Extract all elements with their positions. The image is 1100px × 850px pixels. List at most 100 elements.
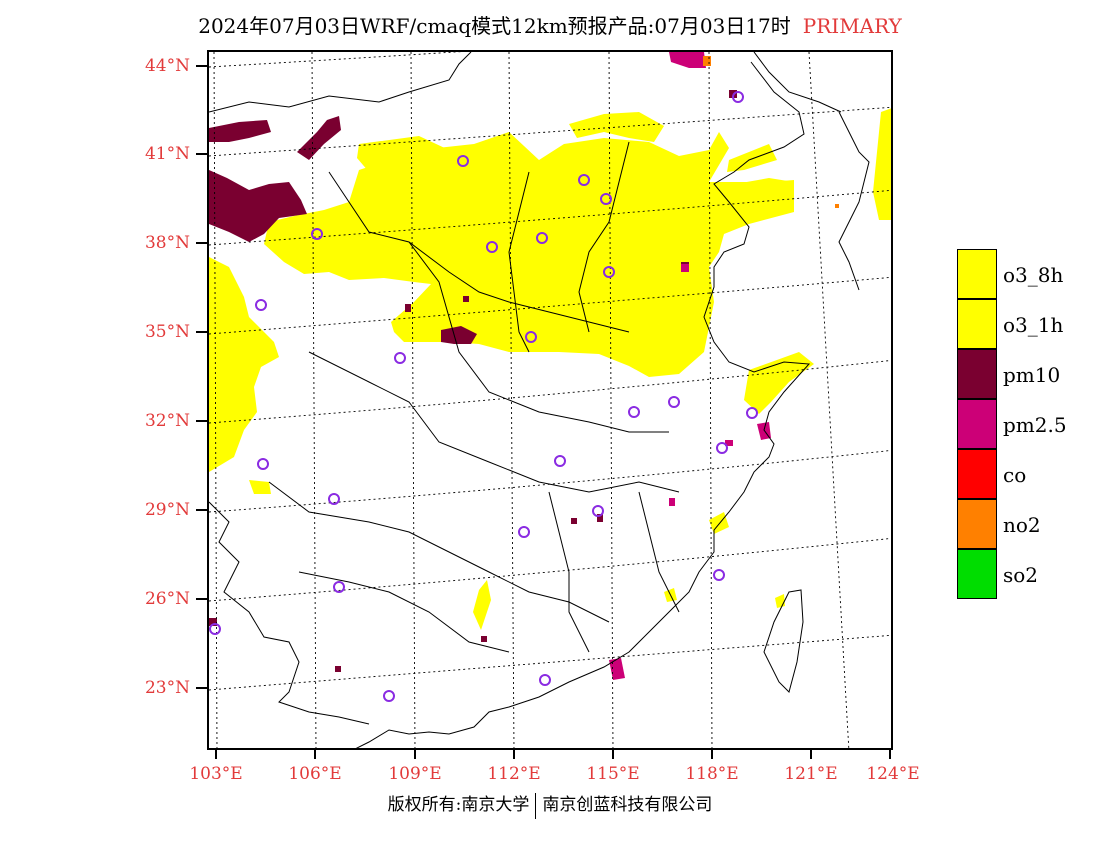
coastline [355, 61, 811, 748]
station-markers [209, 91, 758, 702]
pm10-dot [405, 304, 411, 312]
graticule [209, 52, 891, 748]
station-marker [486, 241, 498, 253]
station-marker [603, 266, 615, 278]
lon-tick [513, 750, 515, 759]
station-marker [732, 91, 744, 103]
pm10-dot [463, 296, 469, 302]
station-marker [394, 352, 406, 364]
station-marker [536, 232, 548, 244]
lon-label-112: 112°E [487, 764, 541, 784]
province-lines-3 [308, 351, 680, 493]
pm10-dot [335, 666, 341, 672]
national-border-west [209, 501, 370, 725]
legend-swatch [957, 299, 997, 349]
lat-tick [196, 509, 207, 511]
station-marker [592, 505, 604, 517]
pm10-area-north-1 [209, 120, 271, 142]
pm25-dot [669, 498, 675, 506]
station-marker [713, 569, 725, 581]
lat-tick [196, 687, 207, 689]
station-marker [383, 690, 395, 702]
legend-label: o3_8h [1003, 263, 1064, 287]
lon-label-115: 115°E [586, 764, 640, 784]
pm10-dot [597, 514, 603, 522]
lat-label-23: 23°N [144, 678, 190, 698]
lon-label-109: 109°E [388, 764, 442, 784]
national-border-north [209, 52, 472, 113]
lon-tick [711, 750, 713, 759]
o3-area-west [209, 257, 279, 472]
pm25-area-guangdong [609, 658, 625, 680]
pm10-area-loess [441, 326, 477, 344]
lat-tick [196, 65, 207, 67]
lat-label-35: 35°N [144, 322, 190, 342]
station-marker [668, 396, 680, 408]
station-marker [209, 623, 221, 635]
legend-label: so2 [1003, 563, 1039, 587]
station-marker [328, 493, 340, 505]
copyright-right: 南京创蓝科技有限公司 [542, 795, 713, 815]
copyright-left: 版权所有:南京大学 [387, 795, 530, 815]
province-lines-1 [328, 171, 630, 333]
province-lines-7 [298, 571, 510, 653]
o3-area-small-1 [249, 480, 271, 494]
lat-label-29: 29°N [144, 500, 190, 520]
lat-label-26: 26°N [144, 589, 190, 609]
lon-tick [889, 750, 891, 759]
legend-swatch [957, 399, 997, 449]
no2-areas [703, 56, 839, 208]
pm10-areas [209, 90, 737, 672]
o3-area-jiangsu [744, 352, 814, 414]
station-marker [628, 406, 640, 418]
legend-swatch [957, 449, 997, 499]
station-marker [333, 581, 345, 593]
province-lines-4 [268, 481, 610, 623]
legend-swatch [957, 549, 997, 599]
province-lines-2 [408, 241, 669, 433]
o3-area-east-edge [873, 108, 891, 220]
lon-tick [414, 750, 416, 759]
lon-label-118: 118°E [685, 764, 739, 784]
legend-swatch [957, 249, 997, 299]
no2-dot [703, 56, 711, 66]
lon-tick [810, 750, 812, 759]
station-marker [311, 228, 323, 240]
o3-area-far-north [569, 112, 664, 142]
pm10-area-west [209, 170, 307, 242]
copyright-footer: 版权所有:南京大学 南京创蓝科技有限公司 [0, 790, 1100, 819]
korea-coast [838, 111, 870, 291]
ne-border [753, 52, 842, 113]
lon-tick [612, 750, 614, 759]
station-marker [554, 455, 566, 467]
footer-divider [535, 792, 537, 819]
lat-tick [196, 598, 207, 600]
title-main: 2024年07月03日WRF/cmaq模式12km预报产品:07月03日17时 [198, 14, 791, 38]
station-marker [457, 155, 469, 167]
lon-label-124: 124°E [866, 764, 920, 784]
province-lines-5 [508, 171, 530, 353]
lat-label-32: 32°N [144, 411, 190, 431]
pm25-dot [725, 440, 733, 446]
map-panel[interactable] [207, 50, 893, 750]
lat-label-44: 44°N [144, 56, 190, 76]
province-lines-6 [578, 141, 630, 333]
pm25-area-ne [669, 52, 706, 68]
province-lines-9 [638, 491, 680, 613]
station-marker [518, 526, 530, 538]
pm10-area-north-2 [297, 116, 341, 160]
lat-tick [196, 331, 207, 333]
station-marker [600, 193, 612, 205]
no2-dot [835, 204, 839, 208]
o3-area-north-strip [357, 136, 449, 172]
station-marker [539, 674, 551, 686]
station-marker [578, 174, 590, 186]
legend-label: o3_1h [1003, 313, 1064, 337]
lon-tick [215, 750, 217, 759]
legend-label: no2 [1003, 513, 1041, 537]
lon-tick [314, 750, 316, 759]
station-marker [257, 458, 269, 470]
pm10-dot [209, 618, 217, 626]
lon-label-106: 106°E [288, 764, 342, 784]
pm10-dot [571, 518, 577, 524]
